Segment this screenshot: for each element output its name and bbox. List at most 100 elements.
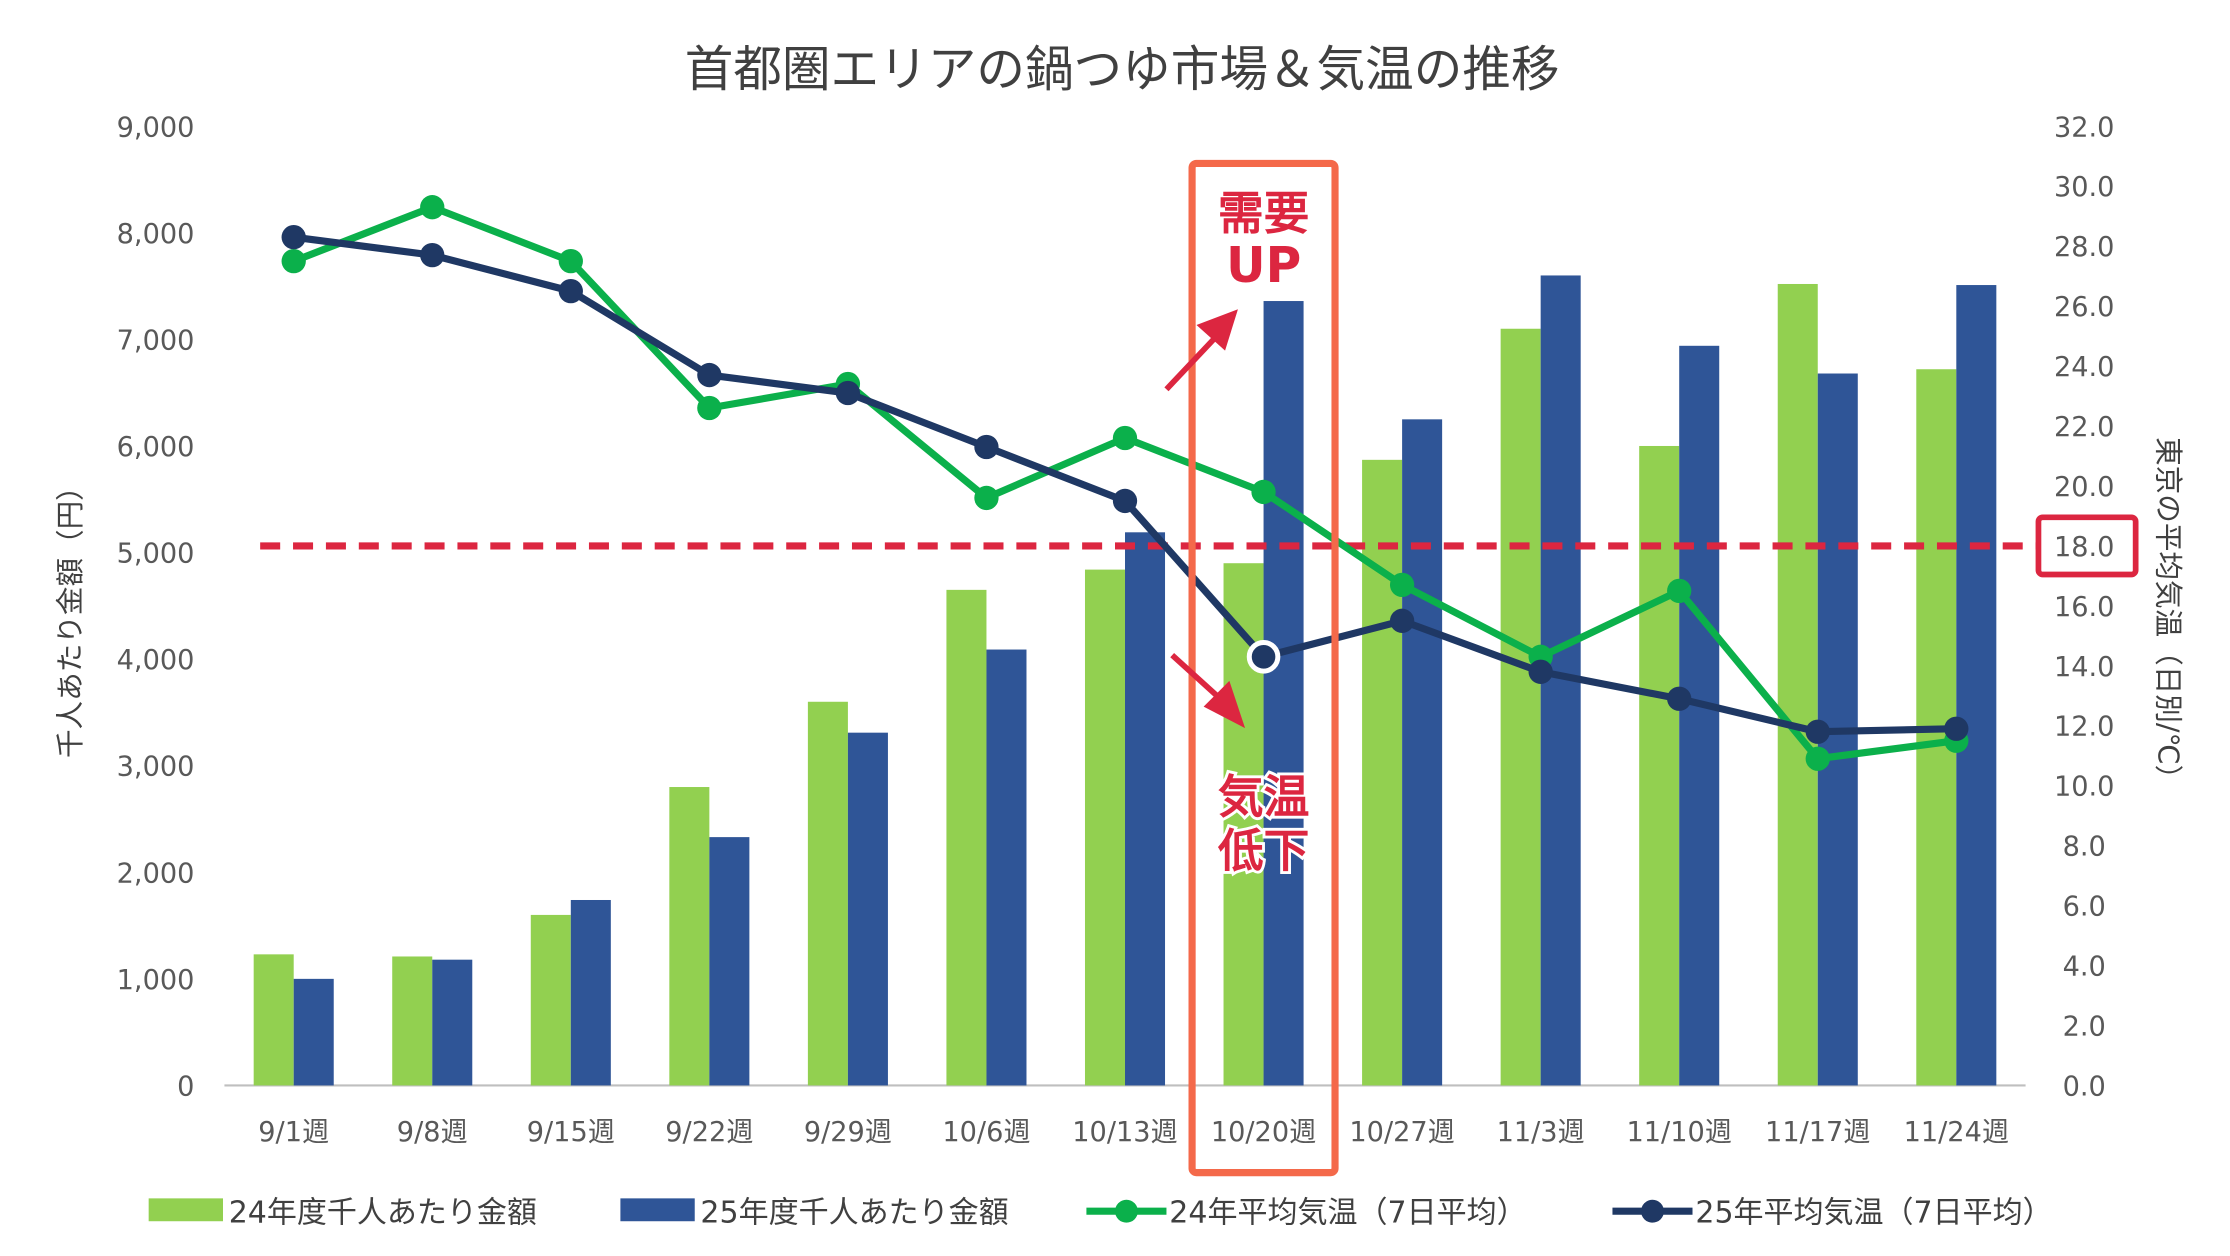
left-axis: 0 1,000 2,000 3,000 4,000 5,000 6,000 7,000 8,00… <box>117 112 195 1102</box>
right-tick-label: 16.0 <box>2054 592 2114 623</box>
bar-24 <box>392 956 433 1086</box>
right-tick-label: 10.0 <box>2054 772 2114 803</box>
bar-25 <box>1679 345 1720 1086</box>
bar-25 <box>432 959 473 1086</box>
bar-25 <box>1402 419 1443 1086</box>
line-point-24 <box>1805 746 1830 771</box>
line-point-25 <box>1112 488 1138 514</box>
right-tick-label: 14.0 <box>2054 652 2114 683</box>
left-tick-label: 5,000 <box>117 539 195 570</box>
legend-label: 24年度千人あたり金額 <box>229 1196 537 1231</box>
line-point-25 <box>697 362 722 388</box>
right-tick-label: 4.0 <box>2063 952 2106 983</box>
line-point-25 <box>1944 716 1969 741</box>
left-tick-label: 9,000 <box>117 112 195 143</box>
bar-25 <box>1125 532 1166 1086</box>
right-tick-label: 8.0 <box>2063 832 2106 863</box>
x-tick-label: 10/27週 <box>1349 1117 1454 1148</box>
bar-24 <box>1639 445 1680 1086</box>
x-tick-label: 10/6週 <box>942 1117 1030 1148</box>
x-tick-label: 10/13週 <box>1072 1117 1177 1148</box>
right-tick-label: 2.0 <box>2063 1011 2106 1042</box>
bar-25 <box>293 978 334 1086</box>
left-tick-label: 0 <box>177 1071 194 1102</box>
right-tick-label: 0.0 <box>2063 1071 2106 1102</box>
line-point-24 <box>974 485 999 511</box>
x-tick-label: 9/8週 <box>397 1117 468 1148</box>
legend-item: 25年度千人あたり金額 <box>620 1196 1009 1231</box>
right-axis: 0.0 2.0 4.0 6.0 8.0 10.0 12.0 14.0 16.0 18.0 20.0 2… <box>2054 112 2114 1102</box>
x-tick-label: 9/22週 <box>665 1117 753 1148</box>
bar-24 <box>807 701 848 1086</box>
annotation-demand-text: 需要 <box>1218 187 1309 240</box>
legend-label: 25年度千人あたり金額 <box>700 1196 1008 1231</box>
right-tick-label: 20.0 <box>2054 472 2114 503</box>
annotation-temp-text: 気温 <box>1218 770 1309 823</box>
x-tick-label: 9/29週 <box>804 1117 892 1148</box>
annotation-drop-text: 低下 <box>1218 825 1309 878</box>
line-point-24 <box>420 195 445 220</box>
left-tick-label: 8,000 <box>117 219 195 250</box>
line-point-24 <box>1251 479 1276 505</box>
left-tick-label: 2,000 <box>117 858 195 889</box>
left-tick-label: 6,000 <box>117 432 195 463</box>
left-axis-label: 千人あたり金額（円） <box>53 472 87 758</box>
bar-24 <box>1777 283 1818 1086</box>
line-point-25 <box>558 278 583 304</box>
legend-label: 25年平均気温（7日平均） <box>1695 1196 2052 1231</box>
right-tick-label: 18.0 <box>2054 532 2114 563</box>
right-tick-label: 32.0 <box>2054 112 2114 143</box>
bar-24 <box>253 954 294 1086</box>
annotation-demand-up: 需要 UP <box>1164 187 1309 392</box>
legend-swatch-icon <box>148 1198 223 1222</box>
x-axis: 9/1週 9/8週 9/15週 9/22週 9/29週 10/6週 10/13週 10/20週… <box>258 1117 2009 1148</box>
bar-25 <box>847 732 888 1086</box>
x-tick-label: 11/10週 <box>1626 1117 1731 1148</box>
legend-swatch-icon <box>620 1198 695 1222</box>
legend-label: 24年平均気温（7日平均） <box>1169 1196 1526 1231</box>
line-point-25 <box>1667 686 1692 711</box>
bar-24 <box>669 787 710 1086</box>
arrow-up-icon <box>1164 309 1238 392</box>
bar-24 <box>1084 569 1126 1086</box>
bar-24 <box>1500 328 1541 1086</box>
right-tick-label: 30.0 <box>2054 172 2114 203</box>
bar-25 <box>1263 301 1304 1086</box>
line-point-24 <box>1667 578 1692 604</box>
left-tick-label: 1,000 <box>117 965 195 996</box>
line-point-25 <box>1246 640 1281 674</box>
left-tick-label: 3,000 <box>117 752 195 783</box>
x-tick-label: 9/15週 <box>527 1117 615 1148</box>
x-tick-label: 10/20週 <box>1211 1117 1316 1148</box>
right-tick-label: 12.0 <box>2054 712 2114 743</box>
legend-item: 24年平均気温（7日平均） <box>1086 1196 1527 1231</box>
x-tick-label: 11/17週 <box>1765 1117 1870 1148</box>
right-tick-label: 22.0 <box>2054 412 2114 443</box>
legend-item: 25年平均気温（7日平均） <box>1612 1196 2053 1231</box>
line-point-24 <box>1112 425 1138 451</box>
bar-24 <box>946 589 987 1086</box>
x-tick-label: 11/24週 <box>1904 1117 2009 1148</box>
line-point-24 <box>281 248 306 274</box>
line-point-25 <box>281 225 306 250</box>
arrow-down-icon <box>1170 653 1246 729</box>
highlight-box <box>1188 159 1339 1177</box>
right-tick-label: 28.0 <box>2054 232 2114 263</box>
line-point-25 <box>835 380 861 406</box>
legend-marker-icon <box>1115 1199 1138 1223</box>
bar-25 <box>986 649 1027 1086</box>
annotation-up-text: UP <box>1226 238 1301 294</box>
x-tick-label: 9/1週 <box>258 1117 329 1148</box>
line-point-24 <box>697 395 722 421</box>
right-axis-label: 東京の平均気温（日別/℃） <box>2152 437 2186 793</box>
legend-marker-icon <box>1641 1199 1664 1223</box>
right-tick-label: 6.0 <box>2063 892 2106 923</box>
bar-25 <box>570 899 611 1086</box>
line-point-25 <box>1389 608 1415 633</box>
annotation-temp-down: 気温 低下 <box>1170 653 1312 881</box>
legend-item: 24年度千人あたり金額 <box>148 1196 537 1231</box>
right-tick-label: 24.0 <box>2054 352 2114 383</box>
bar-25 <box>709 837 750 1086</box>
line-point-24 <box>558 248 583 274</box>
